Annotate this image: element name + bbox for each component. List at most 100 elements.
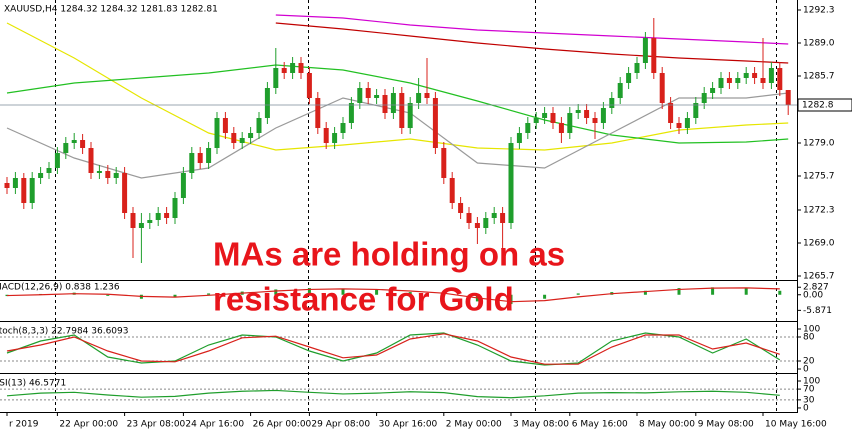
y-tick-label: 1285.7 bbox=[803, 72, 835, 82]
candle-body bbox=[88, 148, 94, 173]
y-tick-label: 1289.0 bbox=[803, 39, 835, 49]
macd-bar bbox=[543, 294, 547, 299]
candle-body bbox=[466, 213, 472, 223]
x-tick-label: 23 Apr 08:00 bbox=[127, 420, 186, 430]
candle-body bbox=[365, 88, 371, 98]
x-tick-label: r 2019 bbox=[9, 420, 39, 430]
macd-bar bbox=[274, 289, 278, 295]
candle-body bbox=[315, 98, 321, 128]
candle-body bbox=[189, 153, 195, 173]
candle-body bbox=[609, 98, 615, 108]
candle-body bbox=[180, 173, 186, 198]
y-tick-label: 100 bbox=[803, 377, 820, 387]
macd-signal bbox=[6, 287, 780, 303]
candle-body bbox=[533, 118, 539, 123]
candle-body bbox=[684, 118, 690, 128]
candle-body bbox=[231, 133, 237, 143]
y-tick-label: 1292.3 bbox=[803, 6, 835, 16]
candle-body bbox=[449, 178, 455, 203]
x-tick-label: 2 May 00:00 bbox=[446, 420, 502, 430]
x-tick-label: 3 May 08:00 bbox=[513, 420, 569, 430]
candle-body bbox=[256, 118, 262, 133]
x-tick-label: 30 Apr 16:00 bbox=[379, 420, 438, 430]
candle-body bbox=[222, 118, 228, 133]
candle-body bbox=[248, 133, 254, 138]
candle-body bbox=[155, 213, 161, 220]
x-tick-label: 8 May 00:00 bbox=[639, 420, 695, 430]
candle-body bbox=[12, 178, 18, 188]
y-tick-label: 1272.3 bbox=[803, 206, 835, 216]
candle-body bbox=[768, 68, 774, 83]
candle-body bbox=[710, 88, 716, 93]
candle-body bbox=[743, 73, 749, 78]
candle-body bbox=[357, 88, 363, 103]
candle-body bbox=[332, 133, 338, 143]
candle-body bbox=[113, 173, 119, 178]
candle-body bbox=[80, 140, 86, 148]
rsi-label: RSI(13) 46.5771 bbox=[0, 379, 66, 389]
candle-body bbox=[138, 223, 144, 228]
candle-body bbox=[424, 93, 430, 98]
candle-body bbox=[474, 223, 480, 228]
candle-body bbox=[525, 123, 531, 133]
candle-body bbox=[54, 153, 60, 168]
candle-body bbox=[634, 63, 640, 73]
candle-body bbox=[348, 103, 354, 123]
macd-bar bbox=[106, 294, 110, 296]
candle-body bbox=[290, 63, 296, 73]
moving-average bbox=[6, 64, 789, 144]
candle-body bbox=[164, 213, 170, 218]
candle-body bbox=[323, 128, 329, 143]
macd-bar bbox=[576, 293, 580, 295]
period-separators bbox=[55, 0, 777, 412]
candle-body bbox=[626, 73, 632, 83]
macd-label: MACD(12,26,9) 0.838 1.236 bbox=[0, 283, 120, 293]
candle-body bbox=[592, 118, 598, 123]
macd-bar bbox=[744, 287, 748, 295]
macd-bar bbox=[643, 290, 647, 295]
candle-body bbox=[4, 183, 10, 188]
candle-body bbox=[584, 110, 590, 118]
stoch-k bbox=[6, 332, 781, 366]
candle-body bbox=[96, 171, 102, 173]
y-tick-label: 0.00 bbox=[803, 290, 823, 300]
candle-body bbox=[306, 73, 312, 98]
y-tick-label: 1269.0 bbox=[803, 239, 835, 249]
candle-body bbox=[550, 113, 556, 123]
plot-layer: 1292.3 1289.0 1285.7 1279.0 1275.7 1272.3 1269… bbox=[0, 6, 852, 430]
y-tick-label: 70 bbox=[803, 385, 815, 395]
candle-body bbox=[122, 173, 128, 213]
candle-body bbox=[567, 113, 573, 133]
macd-bar bbox=[711, 287, 715, 295]
candle-body bbox=[172, 198, 178, 218]
stoch-d bbox=[6, 333, 780, 365]
last-price-box bbox=[797, 98, 852, 112]
macd-bar bbox=[677, 288, 681, 295]
candle-body bbox=[38, 173, 44, 178]
x-tick-label: 9 May 08:00 bbox=[698, 420, 754, 430]
candle-body bbox=[458, 203, 464, 213]
y-tick-label: 100 bbox=[803, 325, 820, 335]
candle-body bbox=[273, 68, 279, 88]
candle-body bbox=[483, 218, 489, 228]
candle-body bbox=[340, 123, 346, 133]
candle-body bbox=[147, 220, 153, 223]
candle-body bbox=[416, 93, 422, 103]
candle-body bbox=[642, 38, 648, 63]
y-tick-label: 1275.7 bbox=[803, 172, 835, 182]
candle-body bbox=[130, 213, 136, 228]
candle-body bbox=[214, 118, 220, 148]
candle-body bbox=[785, 90, 791, 105]
candle-body bbox=[46, 168, 52, 173]
macd-bar bbox=[307, 288, 311, 295]
candle-body bbox=[197, 153, 203, 163]
candle-body bbox=[718, 78, 724, 88]
y-tick-label: 20 bbox=[803, 357, 815, 367]
macd-bar bbox=[173, 294, 177, 297]
macd-bar bbox=[509, 294, 513, 305]
macd-bar bbox=[442, 294, 446, 295]
last-price-label: 1282.8 bbox=[802, 101, 834, 111]
